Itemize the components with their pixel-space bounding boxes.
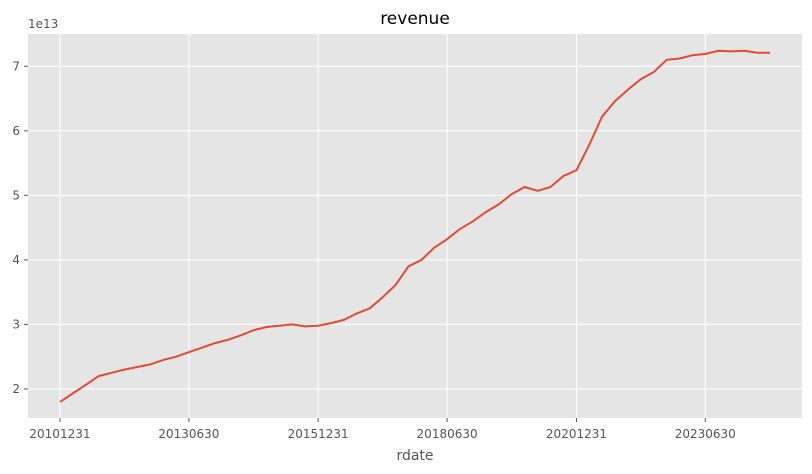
x-tick-label: 20130630 (158, 427, 219, 441)
y-tick-label: 4 (12, 253, 20, 267)
y-axis-offset: 1e13 (28, 17, 58, 31)
y-tick-label: 6 (12, 124, 20, 138)
y-tick-label: 7 (12, 59, 20, 73)
x-axis-ticks: 20101231 20130630 20151231 20180630 20201231… (29, 418, 736, 441)
x-axis-label: rdate (396, 448, 433, 464)
y-tick-label: 2 (12, 382, 20, 396)
x-tick-label: 20201231 (546, 427, 607, 441)
y-tick-label: 5 (12, 188, 20, 202)
y-axis-ticks: 2 3 4 5 6 7 (12, 59, 28, 396)
grid-lines (28, 34, 802, 418)
x-tick-label: 20101231 (29, 427, 90, 441)
plot-background (28, 34, 802, 418)
x-tick-label: 20180630 (417, 427, 478, 441)
x-tick-label: 20230630 (675, 427, 736, 441)
x-tick-label: 20151231 (288, 427, 349, 441)
y-tick-label: 3 (12, 317, 20, 331)
chart-title: revenue (380, 9, 450, 29)
revenue-series-line (59, 49, 770, 403)
